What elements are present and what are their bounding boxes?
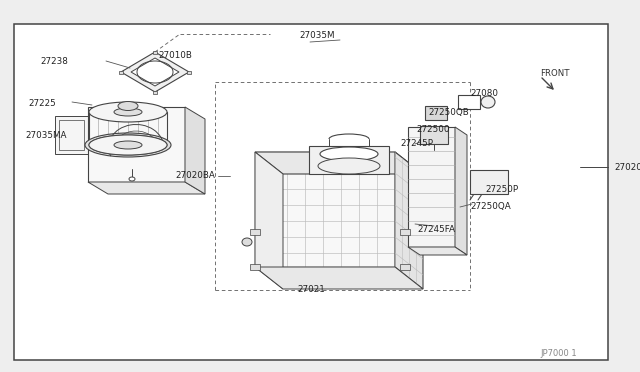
Polygon shape — [185, 107, 205, 194]
Polygon shape — [455, 127, 467, 255]
Bar — [250, 229, 260, 235]
Text: 27021: 27021 — [297, 285, 324, 295]
Polygon shape — [121, 52, 189, 92]
Text: 272500: 272500 — [416, 125, 449, 134]
Ellipse shape — [89, 102, 167, 122]
Bar — [119, 71, 123, 74]
Ellipse shape — [85, 133, 171, 157]
Ellipse shape — [320, 147, 378, 161]
Ellipse shape — [89, 135, 167, 155]
Bar — [187, 71, 191, 74]
Ellipse shape — [318, 158, 380, 174]
Ellipse shape — [114, 141, 142, 149]
Ellipse shape — [89, 135, 167, 155]
Text: 27250QB: 27250QB — [428, 109, 468, 118]
Polygon shape — [408, 127, 455, 247]
Polygon shape — [309, 146, 389, 174]
Bar — [255, 152, 395, 267]
Text: 27035MA: 27035MA — [25, 131, 67, 140]
Bar — [153, 51, 157, 54]
Text: 27245P: 27245P — [400, 140, 433, 148]
Bar — [250, 264, 260, 270]
Text: 27250P: 27250P — [485, 186, 518, 195]
Text: 27020: 27020 — [614, 163, 640, 171]
Text: 27020BA: 27020BA — [175, 171, 215, 180]
Ellipse shape — [242, 238, 252, 246]
Polygon shape — [55, 116, 88, 154]
Polygon shape — [408, 247, 467, 255]
Ellipse shape — [481, 96, 495, 108]
Polygon shape — [395, 152, 423, 289]
Text: 27238: 27238 — [40, 57, 68, 65]
Bar — [420, 126, 448, 144]
Text: 27010B: 27010B — [158, 51, 192, 60]
Text: 27035M: 27035M — [299, 32, 335, 41]
Polygon shape — [255, 152, 283, 289]
Bar — [425, 106, 447, 120]
Bar — [400, 229, 410, 235]
Polygon shape — [131, 58, 179, 86]
Text: 27250QA: 27250QA — [470, 202, 511, 212]
Ellipse shape — [114, 108, 142, 116]
Polygon shape — [88, 107, 185, 182]
Text: 27080: 27080 — [470, 90, 498, 99]
Polygon shape — [255, 152, 423, 174]
Text: FRONT: FRONT — [540, 70, 570, 78]
Polygon shape — [88, 182, 205, 194]
Text: 27225: 27225 — [28, 99, 56, 109]
Polygon shape — [255, 267, 423, 289]
Text: 27245FA: 27245FA — [417, 224, 455, 234]
Bar — [470, 170, 508, 194]
Bar — [458, 95, 480, 109]
Bar — [400, 264, 410, 270]
Text: JP7000 1: JP7000 1 — [540, 350, 577, 359]
Ellipse shape — [118, 102, 138, 110]
Bar — [153, 90, 157, 93]
Ellipse shape — [129, 177, 135, 181]
